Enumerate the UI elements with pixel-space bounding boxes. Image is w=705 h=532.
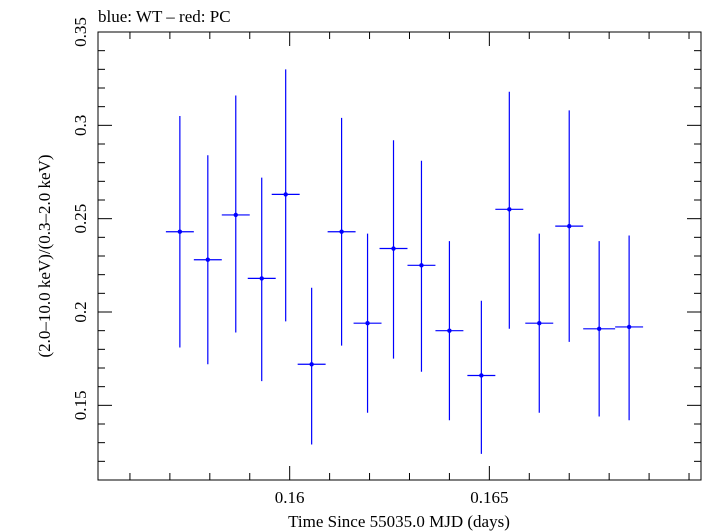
data-point [407, 160, 436, 372]
data-point [435, 241, 464, 421]
plot-frame [97, 31, 702, 481]
major-ticks [98, 31, 701, 480]
point-marker [596, 326, 602, 331]
point-marker [259, 276, 264, 281]
point-marker [479, 373, 484, 378]
x-tick-label: 0.165 [470, 488, 508, 507]
point-marker [309, 362, 314, 367]
data-point [525, 233, 554, 413]
point-marker [537, 321, 542, 326]
y-tick-label: 0.25 [71, 204, 90, 234]
data-point [379, 140, 408, 359]
point-marker [283, 192, 288, 197]
point-marker [339, 229, 344, 234]
data-point [555, 110, 584, 342]
tick-labels: 0.16 0.165 0.15 0.2 0.25 0.3 0.35 [71, 17, 508, 507]
y-axis-label: (2.0–10.0 keV)/(0.3–2.0 keV) [35, 154, 54, 357]
data-point [353, 233, 382, 413]
y-tick-label: 0.3 [71, 115, 90, 136]
x-axis-label: Time Since 55035.0 MJD (days) [288, 512, 510, 531]
x-tick-label: 0.16 [275, 488, 305, 507]
series-layer [165, 69, 644, 454]
data-point [467, 300, 496, 454]
data-point [495, 91, 524, 329]
point-marker [233, 212, 238, 218]
point-marker [419, 263, 424, 268]
data-point [193, 155, 222, 365]
point-marker [205, 257, 211, 262]
data-point [327, 117, 356, 346]
data-point [165, 116, 194, 348]
point-marker [391, 246, 396, 251]
data-point [247, 177, 276, 382]
minor-ticks [98, 32, 701, 481]
data-point [615, 235, 644, 421]
y-tick-label: 0.35 [71, 17, 90, 47]
point-marker [365, 321, 370, 326]
point-marker [447, 328, 452, 333]
point-marker [507, 207, 512, 212]
data-point [297, 287, 326, 445]
y-tick-label: 0.2 [71, 301, 90, 322]
data-point [583, 241, 616, 417]
chart-title: blue: WT – red: PC [98, 7, 231, 26]
data-point [221, 95, 250, 333]
data-point [271, 69, 300, 322]
y-tick-label: 0.15 [71, 390, 90, 420]
point-marker [626, 324, 632, 330]
point-marker [177, 229, 183, 234]
point-marker [567, 223, 572, 229]
